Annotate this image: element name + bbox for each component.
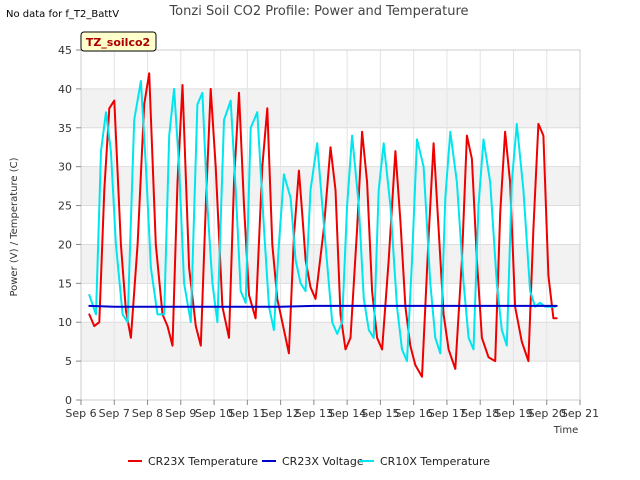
y-tick-label: 25 (58, 200, 72, 213)
legend: CR23X Temperature CR23X Voltage CR10X Temp… (128, 455, 490, 468)
legend-label-cr10x-temperature: CR10X Temperature (380, 455, 490, 468)
x-tick-label: Sep 19 (494, 407, 532, 420)
station-badge-label: TZ_soilco2 (86, 36, 150, 49)
x-tick-label: Sep 20 (528, 407, 566, 420)
plot-frame (80, 49, 581, 401)
no-data-notice: No data for f_T2_BattV (6, 9, 119, 20)
y-tick-label: 30 (58, 161, 72, 174)
x-tick-label: Sep 17 (428, 407, 466, 420)
legend-label-cr23x-temperature: CR23X Temperature (148, 455, 258, 468)
y-axis-title: Power (V) / Temperature (C) (9, 157, 20, 296)
y-tick-label: 10 (58, 316, 72, 329)
series-layer (88, 72, 558, 378)
x-tick-label: Sep 16 (395, 407, 433, 420)
series-line-cr10x-temperature (88, 80, 556, 363)
x-tick-label: Sep 11 (228, 407, 266, 420)
x-tick-label: Sep 15 (361, 407, 399, 420)
legend-label-cr23x-voltage: CR23X Voltage (282, 455, 364, 468)
x-tick-label: Sep 13 (295, 407, 333, 420)
y-tick-label: 0 (65, 394, 72, 407)
y-tick-label: 40 (58, 83, 72, 96)
x-tick-label: Sep 12 (261, 407, 299, 420)
series-line-cr23x-voltage (88, 304, 558, 308)
chart-title: Tonzi Soil CO2 Profile: Power and Temper… (168, 4, 468, 19)
plot-band (81, 50, 580, 89)
x-tick-label: Sep 8 (132, 407, 163, 420)
plot-band (81, 205, 580, 245)
x-tick-label: Sep 6 (65, 407, 96, 420)
y-tick-label: 20 (58, 238, 72, 251)
y-tick-label: 5 (65, 355, 72, 368)
y-tick-label: 45 (58, 44, 72, 57)
y-tick-label: 15 (58, 277, 72, 290)
plot-band (81, 361, 580, 400)
plot-band (81, 88, 580, 128)
x-tick-label: Sep 21 (561, 407, 599, 420)
station-badge: TZ_soilco2 (80, 31, 157, 52)
x-tick-label: Sep 14 (328, 407, 366, 420)
y-axis: 0 5 10 15 20 25 30 35 40 45 (58, 44, 81, 407)
x-tick-label: Sep 10 (195, 407, 233, 420)
x-tick-label: Sep 18 (461, 407, 499, 420)
x-tick-label: Sep 7 (99, 407, 130, 420)
plot-band (81, 166, 580, 206)
x-tick-label: Sep 9 (165, 407, 196, 420)
y-tick-label: 35 (58, 122, 72, 135)
x-axis-title: Time (553, 425, 578, 436)
